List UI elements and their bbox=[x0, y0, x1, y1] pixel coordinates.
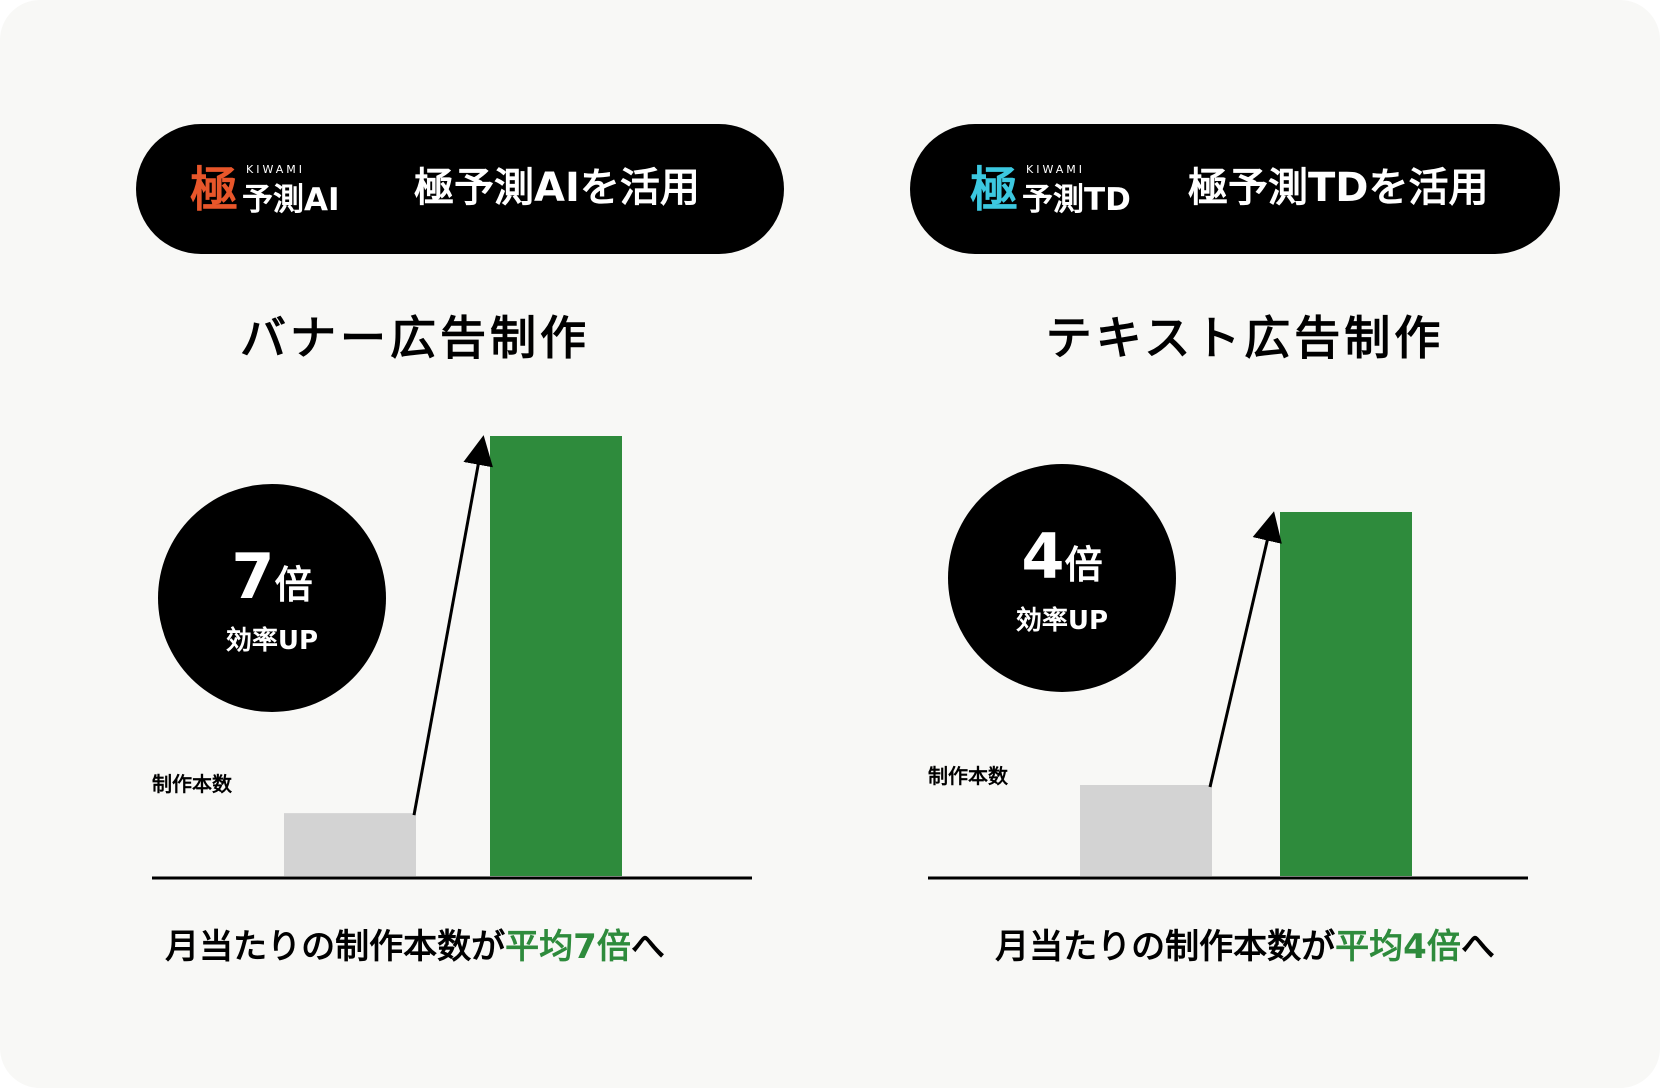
logo-kiwami-td: 極 KIWAMI 予測TD bbox=[970, 160, 1140, 220]
y-axis-label: 制作本数 bbox=[928, 764, 1008, 788]
subtitle: バナー広告制作 bbox=[240, 311, 590, 365]
growth-arrow bbox=[1208, 511, 1282, 788]
caption-highlight: 平均4倍 bbox=[1335, 927, 1461, 967]
pill-text: 極予測TDを活用 bbox=[1188, 165, 1489, 211]
logo-kiwami-text: KIWAMI bbox=[1026, 163, 1085, 176]
caption: 月当たりの制作本数が平均7倍へ bbox=[0, 922, 830, 972]
logo-kanji: 極 bbox=[190, 162, 239, 218]
badge-factor: 7倍 bbox=[158, 540, 386, 613]
caption-suffix: へ bbox=[1460, 927, 1495, 967]
caption-prefix: 月当たりの制作本数が bbox=[995, 927, 1336, 967]
efficiency-badge: 7倍 効率UP bbox=[158, 484, 386, 712]
panel-text: 極 KIWAMI 予測TD 極予測TDを活用 テキスト広告制作 制作本数 4倍 bbox=[830, 0, 1660, 1088]
logo-kiwami-text: KIWAMI bbox=[246, 163, 305, 176]
caption: 月当たりの制作本数が平均4倍へ bbox=[830, 922, 1660, 972]
efficiency-badge: 4倍 効率UP bbox=[948, 464, 1176, 692]
product-pill-td: 極 KIWAMI 予測TD 極予測TDを活用 bbox=[910, 124, 1560, 254]
badge-unit: 倍 bbox=[274, 563, 313, 607]
y-axis-label: 制作本数 bbox=[152, 772, 232, 796]
bar-before bbox=[1080, 785, 1212, 876]
subtitle: テキスト広告制作 bbox=[1045, 311, 1445, 365]
chart-text bbox=[928, 511, 1528, 880]
chart-banner bbox=[152, 435, 752, 880]
logo-kanji: 極 bbox=[970, 162, 1019, 218]
caption-prefix: 月当たりの制作本数が bbox=[165, 927, 506, 967]
badge-sub: 効率UP bbox=[225, 626, 319, 656]
logo-word: 予測AI bbox=[242, 182, 340, 218]
panel-banner: 極 KIWAMI 予測AI 極予測AIを活用 バナー広告制作 制作本数 7倍 効 bbox=[0, 124, 830, 972]
product-pill-ai: 極 KIWAMI 予測AI 極予測AIを活用 bbox=[136, 124, 784, 254]
bar-before bbox=[284, 813, 416, 876]
pill-text: 極予測AIを活用 bbox=[414, 165, 700, 211]
caption-suffix: へ bbox=[630, 927, 665, 967]
growth-arrow bbox=[412, 435, 493, 816]
badge-number: 7 bbox=[231, 540, 275, 613]
bar-after bbox=[490, 436, 622, 876]
badge-sub: 効率UP bbox=[1015, 606, 1109, 636]
bar-after bbox=[1280, 512, 1412, 876]
badge-number: 4 bbox=[1021, 520, 1065, 593]
badge-unit: 倍 bbox=[1064, 543, 1103, 587]
badge-factor: 4倍 bbox=[948, 520, 1176, 593]
logo-word: 予測TD bbox=[1022, 182, 1131, 218]
logo-kiwami-ai: 極 KIWAMI 予測AI bbox=[190, 160, 360, 220]
caption-highlight: 平均7倍 bbox=[505, 927, 631, 967]
